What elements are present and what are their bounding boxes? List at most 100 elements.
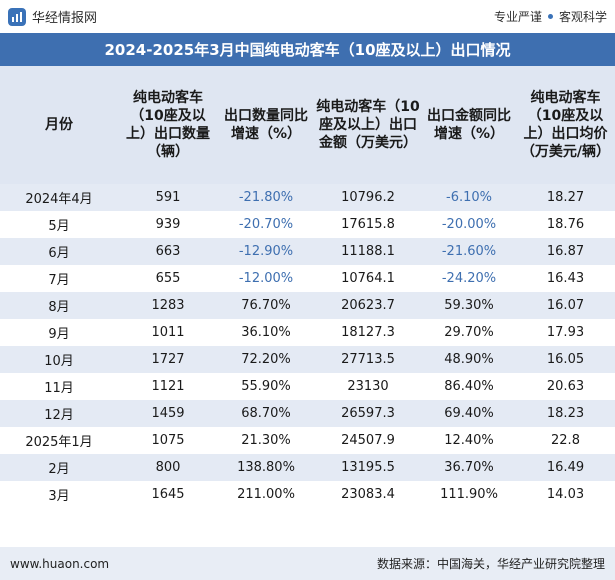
cell-average-price: 18.76 — [516, 211, 615, 238]
table-row: 7月 655 -12.00% 10764.1 -24.20% 16.43 — [0, 265, 615, 292]
cell-average-price: 16.07 — [516, 292, 615, 319]
cell-average-price: 16.05 — [516, 346, 615, 373]
cell-value-growth: -20.00% — [422, 211, 516, 238]
column-header-month: 月份 — [0, 66, 118, 184]
cell-average-price: 22.8 — [516, 427, 615, 454]
column-header-value-growth: 出口金额同比增速（%） — [422, 66, 516, 184]
cell-quantity-growth: 76.70% — [218, 292, 314, 319]
table-row: 5月 939 -20.70% 17615.8 -20.00% 18.76 — [0, 211, 615, 238]
cell-average-price: 16.43 — [516, 265, 615, 292]
table-row: 2024年4月 591 -21.80% 10796.2 -6.10% 18.27 — [0, 184, 615, 211]
cell-export-value: 26597.3 — [314, 400, 422, 427]
cell-value-growth: -6.10% — [422, 184, 516, 211]
cell-export-value: 17615.8 — [314, 211, 422, 238]
header-row: 月份 纯电动客车（10座及以上）出口数量（辆） 出口数量同比增速（%） 纯电动客… — [0, 66, 615, 184]
cell-month: 12月 — [0, 400, 118, 427]
cell-export-value: 23083.4 — [314, 481, 422, 508]
column-header-export-value: 纯电动客车（10座及以上）出口金额（万美元） — [314, 66, 422, 184]
tagline: 专业严谨 客观科学 — [494, 8, 607, 25]
cell-value-growth: 36.70% — [422, 454, 516, 481]
cell-export-quantity: 1645 — [118, 481, 218, 508]
cell-average-price: 16.87 — [516, 238, 615, 265]
footer-site-link[interactable]: www.huaon.com — [10, 556, 110, 571]
table-row: 2月 800 138.80% 13195.5 36.70% 16.49 — [0, 454, 615, 481]
cell-average-price: 17.93 — [516, 319, 615, 346]
cell-month: 10月 — [0, 346, 118, 373]
cell-quantity-growth: 68.70% — [218, 400, 314, 427]
cell-export-quantity: 1283 — [118, 292, 218, 319]
cell-value-growth: 86.40% — [422, 373, 516, 400]
cell-value-growth: -24.20% — [422, 265, 516, 292]
cell-quantity-growth: 21.30% — [218, 427, 314, 454]
cell-month: 3月 — [0, 481, 118, 508]
cell-export-value: 27713.5 — [314, 346, 422, 373]
cell-month: 2月 — [0, 454, 118, 481]
cell-month: 2024年4月 — [0, 184, 118, 211]
cell-value-growth: 12.40% — [422, 427, 516, 454]
cell-value-growth: 59.30% — [422, 292, 516, 319]
cell-quantity-growth: -12.00% — [218, 265, 314, 292]
column-header-quantity-growth: 出口数量同比增速（%） — [218, 66, 314, 184]
table-row: 2025年1月 1075 21.30% 24507.9 12.40% 22.8 — [0, 427, 615, 454]
cell-value-growth: 69.40% — [422, 400, 516, 427]
export-table: 月份 纯电动客车（10座及以上）出口数量（辆） 出口数量同比增速（%） 纯电动客… — [0, 66, 615, 508]
cell-month: 5月 — [0, 211, 118, 238]
footer-source: 数据来源：中国海关，华经产业研究院整理 — [376, 557, 605, 571]
cell-average-price: 16.49 — [516, 454, 615, 481]
tagline-left: 专业严谨 — [493, 10, 542, 24]
table-row: 12月 1459 68.70% 26597.3 69.40% 18.23 — [0, 400, 615, 427]
cell-export-quantity: 1121 — [118, 373, 218, 400]
cell-quantity-growth: -12.90% — [218, 238, 314, 265]
cell-month: 11月 — [0, 373, 118, 400]
cell-export-quantity: 663 — [118, 238, 218, 265]
table-row: 8月 1283 76.70% 20623.7 59.30% 16.07 — [0, 292, 615, 319]
table-row: 3月 1645 211.00% 23083.4 111.90% 14.03 — [0, 481, 615, 508]
cell-export-quantity: 591 — [118, 184, 218, 211]
cell-export-quantity: 1459 — [118, 400, 218, 427]
cell-quantity-growth: 36.10% — [218, 319, 314, 346]
cell-quantity-growth: -20.70% — [218, 211, 314, 238]
cell-export-value: 23130 — [314, 373, 422, 400]
cell-export-value: 11188.1 — [314, 238, 422, 265]
table-title: 2024-2025年3月中国纯电动客车（10座及以上）出口情况 — [0, 33, 615, 66]
cell-value-growth: 111.90% — [422, 481, 516, 508]
table-row: 6月 663 -12.90% 11188.1 -21.60% 16.87 — [0, 238, 615, 265]
cell-export-value: 10764.1 — [314, 265, 422, 292]
cell-export-value: 20623.7 — [314, 292, 422, 319]
cell-export-quantity: 1011 — [118, 319, 218, 346]
cell-export-value: 18127.3 — [314, 319, 422, 346]
cell-export-quantity: 939 — [118, 211, 218, 238]
cell-average-price: 14.03 — [516, 481, 615, 508]
huajing-logo-icon — [8, 7, 26, 26]
cell-quantity-growth: -21.80% — [218, 184, 314, 211]
top-bar: 华经情报网 专业严谨 客观科学 — [0, 0, 615, 33]
footer: www.huaon.com 数据来源：中国海关，华经产业研究院整理 — [0, 547, 615, 580]
cell-quantity-growth: 55.90% — [218, 373, 314, 400]
column-header-average-price: 纯电动客车（10座及以上）出口均价（万美元/辆） — [516, 66, 615, 184]
table-row: 9月 1011 36.10% 18127.3 29.70% 17.93 — [0, 319, 615, 346]
cell-month: 2025年1月 — [0, 427, 118, 454]
table-body: 2024年4月 591 -21.80% 10796.2 -6.10% 18.27 5月 939… — [0, 184, 615, 508]
cell-export-quantity: 800 — [118, 454, 218, 481]
cell-export-value: 10796.2 — [314, 184, 422, 211]
cell-export-quantity: 1075 — [118, 427, 218, 454]
brand: 华经情报网 — [8, 7, 97, 26]
cell-quantity-growth: 72.20% — [218, 346, 314, 373]
cell-value-growth: -21.60% — [422, 238, 516, 265]
cell-month: 9月 — [0, 319, 118, 346]
table-row: 10月 1727 72.20% 27713.5 48.90% 16.05 — [0, 346, 615, 373]
cell-average-price: 20.63 — [516, 373, 615, 400]
tagline-right: 客观科学 — [558, 10, 607, 24]
cell-quantity-growth: 138.80% — [218, 454, 314, 481]
cell-average-price: 18.23 — [516, 400, 615, 427]
cell-month: 6月 — [0, 238, 118, 265]
tagline-dot-icon — [547, 14, 553, 19]
column-header-export-quantity: 纯电动客车（10座及以上）出口数量（辆） — [118, 66, 218, 184]
cell-export-value: 24507.9 — [314, 427, 422, 454]
cell-value-growth: 48.90% — [422, 346, 516, 373]
cell-average-price: 18.27 — [516, 184, 615, 211]
brand-name: 华经情报网 — [32, 11, 98, 26]
cell-export-value: 13195.5 — [314, 454, 422, 481]
cell-export-quantity: 1727 — [118, 346, 218, 373]
cell-value-growth: 29.70% — [422, 319, 516, 346]
